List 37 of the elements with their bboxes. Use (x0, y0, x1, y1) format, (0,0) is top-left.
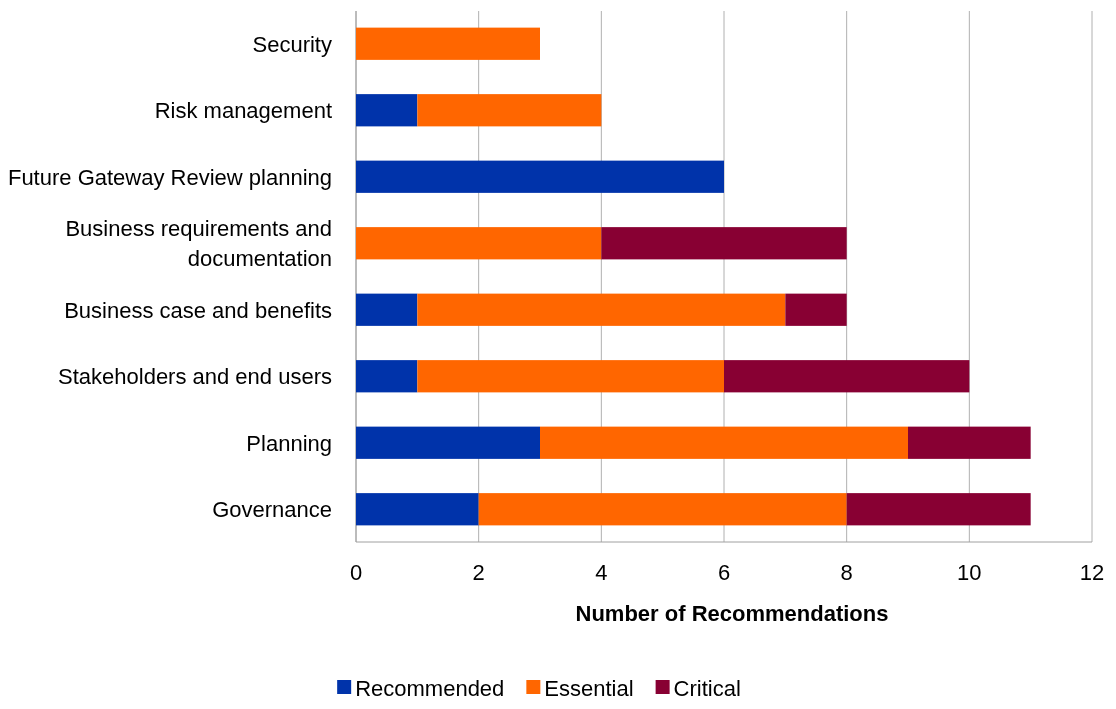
y-tick-label: Future Gateway Review planning (7, 164, 332, 190)
bar (356, 160, 724, 193)
bar (785, 293, 847, 326)
x-tick-label: 0 (349, 560, 363, 585)
bar (846, 493, 1031, 526)
bar (417, 293, 786, 326)
bar (417, 360, 724, 393)
bar (356, 426, 540, 459)
y-tick-label: Planning (246, 430, 332, 456)
bar (356, 94, 418, 127)
bar (356, 227, 602, 260)
bar (417, 94, 602, 127)
bar (356, 493, 479, 526)
bar (724, 360, 970, 393)
bar (356, 293, 418, 326)
x-axis-title: Number of Recommendations (575, 601, 889, 626)
y-tick-label: Business case and benefits (64, 297, 332, 323)
x-tick-label: 2 (472, 560, 485, 585)
legend-label: Essential (544, 676, 634, 701)
bar (540, 426, 908, 459)
bar (908, 426, 1031, 459)
x-tick-label: 8 (840, 560, 853, 585)
x-tick-label: 12 (1079, 560, 1105, 585)
x-tick-label: 6 (717, 560, 731, 585)
bar (356, 27, 540, 60)
bar (356, 360, 418, 393)
x-tick-label: 10 (957, 560, 982, 585)
x-tick-label: 4 (595, 560, 608, 585)
bar (601, 227, 847, 260)
legend-label: Critical (673, 676, 741, 701)
y-tick-label: Stakeholders and end users (58, 364, 332, 390)
bar (478, 493, 847, 526)
y-tick-label: Risk management (154, 98, 332, 124)
y-tick-label: Security (252, 31, 332, 57)
y-tick-label: Business requirements and documentation (65, 216, 332, 272)
y-tick-label: Governance (212, 497, 332, 523)
legend-label: Recommended (355, 676, 505, 701)
